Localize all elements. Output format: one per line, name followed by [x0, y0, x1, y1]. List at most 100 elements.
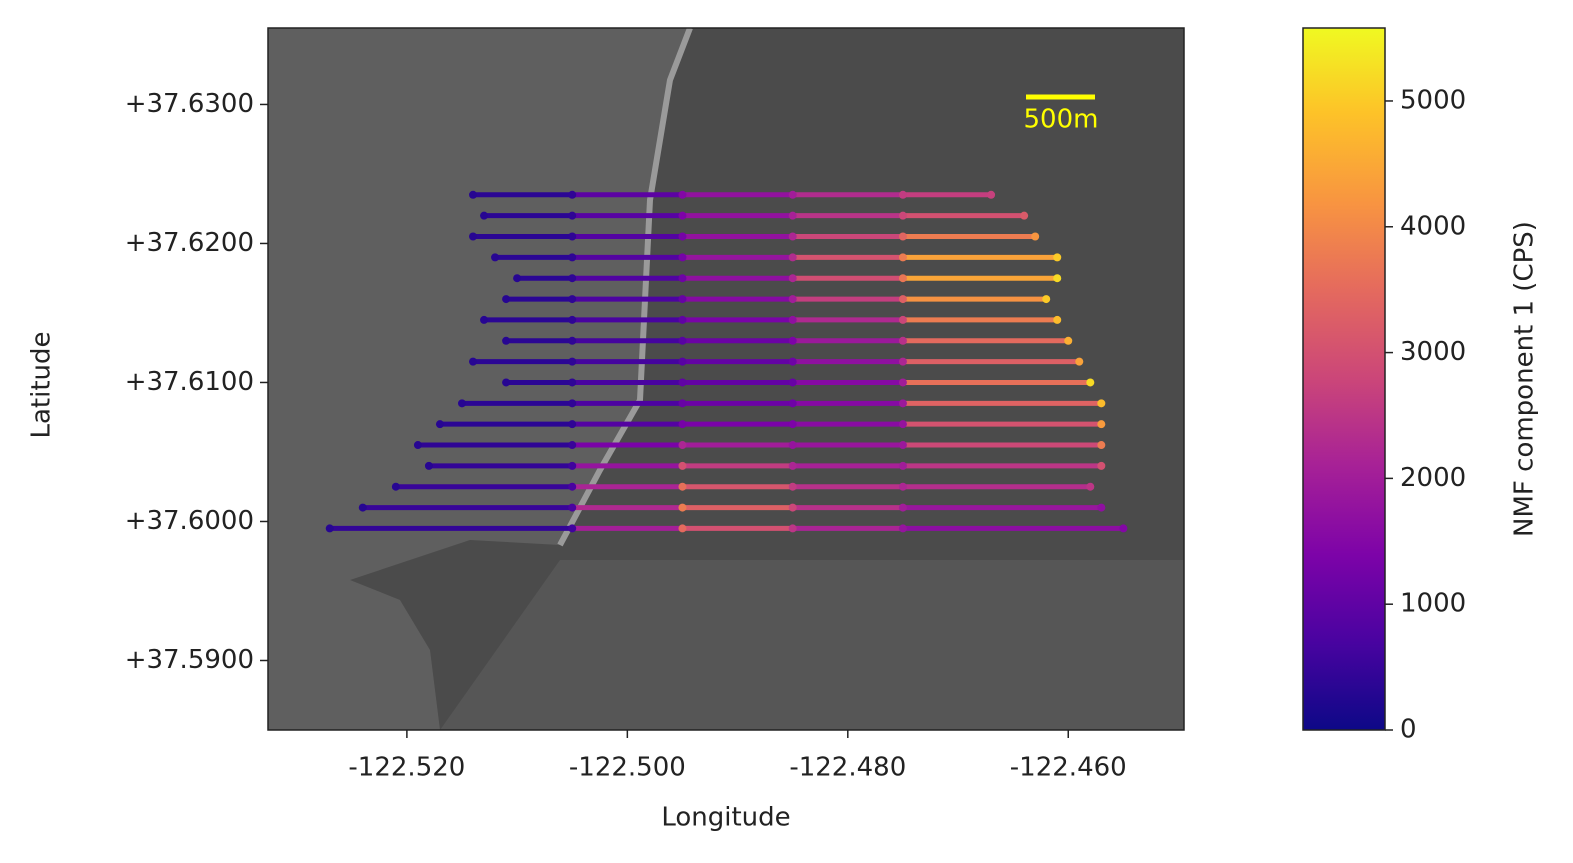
- track-point: [1053, 315, 1062, 324]
- track-point: [568, 503, 577, 512]
- colorbar: [1302, 27, 1386, 731]
- y-tick-label: +37.6200: [125, 228, 254, 258]
- track-point: [458, 399, 467, 408]
- track-point: [480, 315, 489, 324]
- y-tick-label: +37.6100: [125, 367, 254, 397]
- track-point: [678, 336, 687, 345]
- track-point: [1119, 524, 1128, 533]
- track-point: [678, 461, 687, 470]
- track-point: [568, 211, 577, 220]
- track-point: [678, 420, 687, 429]
- track-point: [678, 357, 687, 366]
- track-point: [898, 503, 907, 512]
- x-tick-label: -122.460: [1010, 753, 1127, 783]
- track-point: [568, 295, 577, 304]
- track-point: [898, 253, 907, 262]
- track-point: [1086, 378, 1095, 387]
- track-point: [568, 399, 577, 408]
- track-point: [678, 399, 687, 408]
- track-point: [502, 336, 511, 345]
- scale-bar-label: 500m: [1024, 105, 1099, 135]
- track-point: [898, 295, 907, 304]
- track-point: [678, 232, 687, 241]
- track-point: [898, 211, 907, 220]
- track-point: [788, 420, 797, 429]
- track-point: [788, 253, 797, 262]
- track-point: [1020, 211, 1029, 220]
- track-point: [568, 461, 577, 470]
- track-point: [898, 482, 907, 491]
- track-point: [469, 232, 478, 241]
- track-point: [788, 378, 797, 387]
- track-point: [1086, 482, 1095, 491]
- track-point: [1097, 461, 1106, 470]
- track-point: [898, 378, 907, 387]
- track-point: [788, 232, 797, 241]
- track-point: [788, 461, 797, 470]
- track-point: [898, 357, 907, 366]
- track-point: [898, 274, 907, 283]
- x-tick-label: -122.520: [348, 753, 465, 783]
- track-point: [788, 357, 797, 366]
- track-point: [788, 441, 797, 450]
- track-point: [678, 295, 687, 304]
- track-point: [1097, 441, 1106, 450]
- x-tick-label: -122.480: [789, 753, 906, 783]
- track-point: [898, 315, 907, 324]
- track-point: [502, 378, 511, 387]
- track-point: [678, 524, 687, 533]
- track-point: [898, 190, 907, 199]
- track-point: [678, 211, 687, 220]
- y-axis-label: Latitude: [27, 331, 57, 438]
- track-point: [678, 253, 687, 262]
- track-point: [788, 524, 797, 533]
- track-point: [413, 441, 422, 450]
- colorbar-tick-label: 3000: [1400, 337, 1466, 367]
- map-background: [268, 28, 1184, 730]
- colorbar-tick-label: 0: [1400, 715, 1417, 745]
- track-point: [1097, 420, 1106, 429]
- track-point: [788, 336, 797, 345]
- track-point: [391, 482, 400, 491]
- track-point: [1097, 399, 1106, 408]
- track-point: [678, 441, 687, 450]
- track-point: [469, 190, 478, 199]
- track-point: [1075, 357, 1084, 366]
- track-point: [898, 399, 907, 408]
- track-point: [325, 524, 334, 533]
- track-point: [898, 461, 907, 470]
- colorbar-tick-label: 2000: [1400, 463, 1466, 493]
- track-point: [568, 315, 577, 324]
- track-point: [568, 420, 577, 429]
- track-point: [568, 336, 577, 345]
- colorbar-tick-label: 1000: [1400, 589, 1466, 619]
- x-tick-label: -122.500: [569, 753, 686, 783]
- track-point: [568, 232, 577, 241]
- x-axis-label: Longitude: [661, 803, 790, 833]
- track-point: [1053, 253, 1062, 262]
- track-point: [898, 336, 907, 345]
- track-point: [568, 524, 577, 533]
- track-point: [1064, 336, 1073, 345]
- track-point: [568, 274, 577, 283]
- track-point: [788, 503, 797, 512]
- track-point: [788, 190, 797, 199]
- track-point: [788, 399, 797, 408]
- track-point: [491, 253, 500, 262]
- track-point: [987, 190, 996, 199]
- track-point: [788, 315, 797, 324]
- track-point: [788, 295, 797, 304]
- track-point: [898, 441, 907, 450]
- colorbar-tick-label: 5000: [1400, 85, 1466, 115]
- track-point: [435, 420, 444, 429]
- track-point: [898, 232, 907, 241]
- y-tick-label: +37.6300: [125, 89, 254, 119]
- track-point: [678, 274, 687, 283]
- track-point: [678, 315, 687, 324]
- track-point: [788, 482, 797, 491]
- track-point: [513, 274, 522, 283]
- track-point: [678, 378, 687, 387]
- track-point: [568, 253, 577, 262]
- track-point: [568, 378, 577, 387]
- track-point: [1042, 295, 1051, 304]
